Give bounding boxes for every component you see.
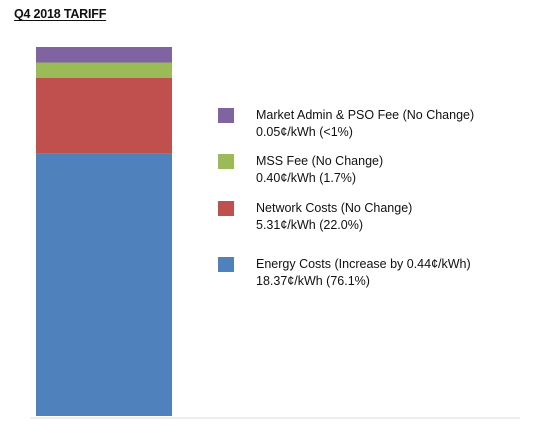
legend-value-market-admin: 0.05¢/kWh (<1%) [256,125,353,139]
legend-value-energy-costs: 18.37¢/kWh (76.1%) [256,274,370,288]
bar-segment-network-costs [36,78,172,154]
legend-swatch-energy-costs [218,257,234,272]
legend-value-network-costs: 5.31¢/kWh (22.0%) [256,218,363,232]
legend-label-energy-costs: Energy Costs (Increase by 0.44¢/kWh) [256,257,471,271]
legend-value-mss-fee: 0.40¢/kWh (1.7%) [256,171,357,185]
chart-title: Q4 2018 TARIFF [14,7,107,21]
bar-segment-energy-costs [36,153,172,416]
legend-swatch-market-admin [218,108,234,123]
legend-label-market-admin: Market Admin & PSO Fee (No Change) [256,108,475,122]
legend-label-mss-fee: MSS Fee (No Change) [256,154,384,168]
legend-label-network-costs: Network Costs (No Change) [256,201,413,215]
legend-swatch-mss-fee [218,154,234,169]
bar-segment-mss-fee [36,62,172,78]
stacked-bar [36,47,172,416]
legend-swatch-network-costs [218,201,234,216]
bar-segment-market-admin-pso-fee [36,47,172,63]
